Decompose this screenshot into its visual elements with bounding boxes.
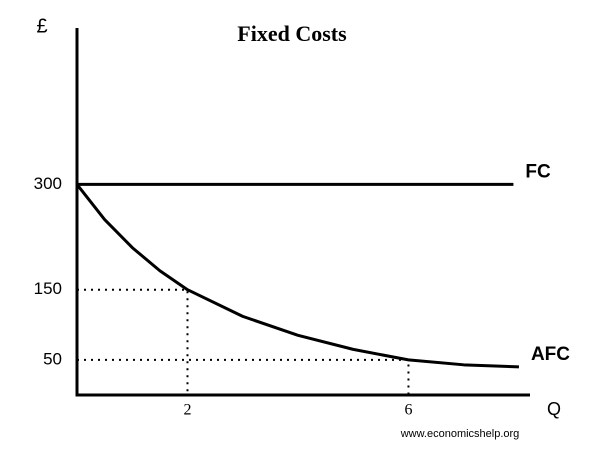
y-axis-label: £	[36, 15, 47, 37]
y-tick-label: 50	[43, 349, 62, 368]
guide-line	[77, 358, 410, 395]
guide-line	[77, 288, 189, 395]
y-tick-label: 150	[34, 279, 62, 298]
line-series	[75, 183, 520, 369]
x-tick-label: 6	[404, 402, 412, 419]
series-label: AFC	[531, 344, 570, 365]
chart-title: Fixed Costs	[237, 21, 347, 46]
watermark: www.economicshelp.org	[400, 428, 520, 440]
x-axis-label: Q	[547, 399, 561, 419]
series-label: FC	[525, 161, 551, 182]
x-tick-label: 2	[183, 402, 191, 419]
y-tick-label: 300	[34, 174, 62, 193]
